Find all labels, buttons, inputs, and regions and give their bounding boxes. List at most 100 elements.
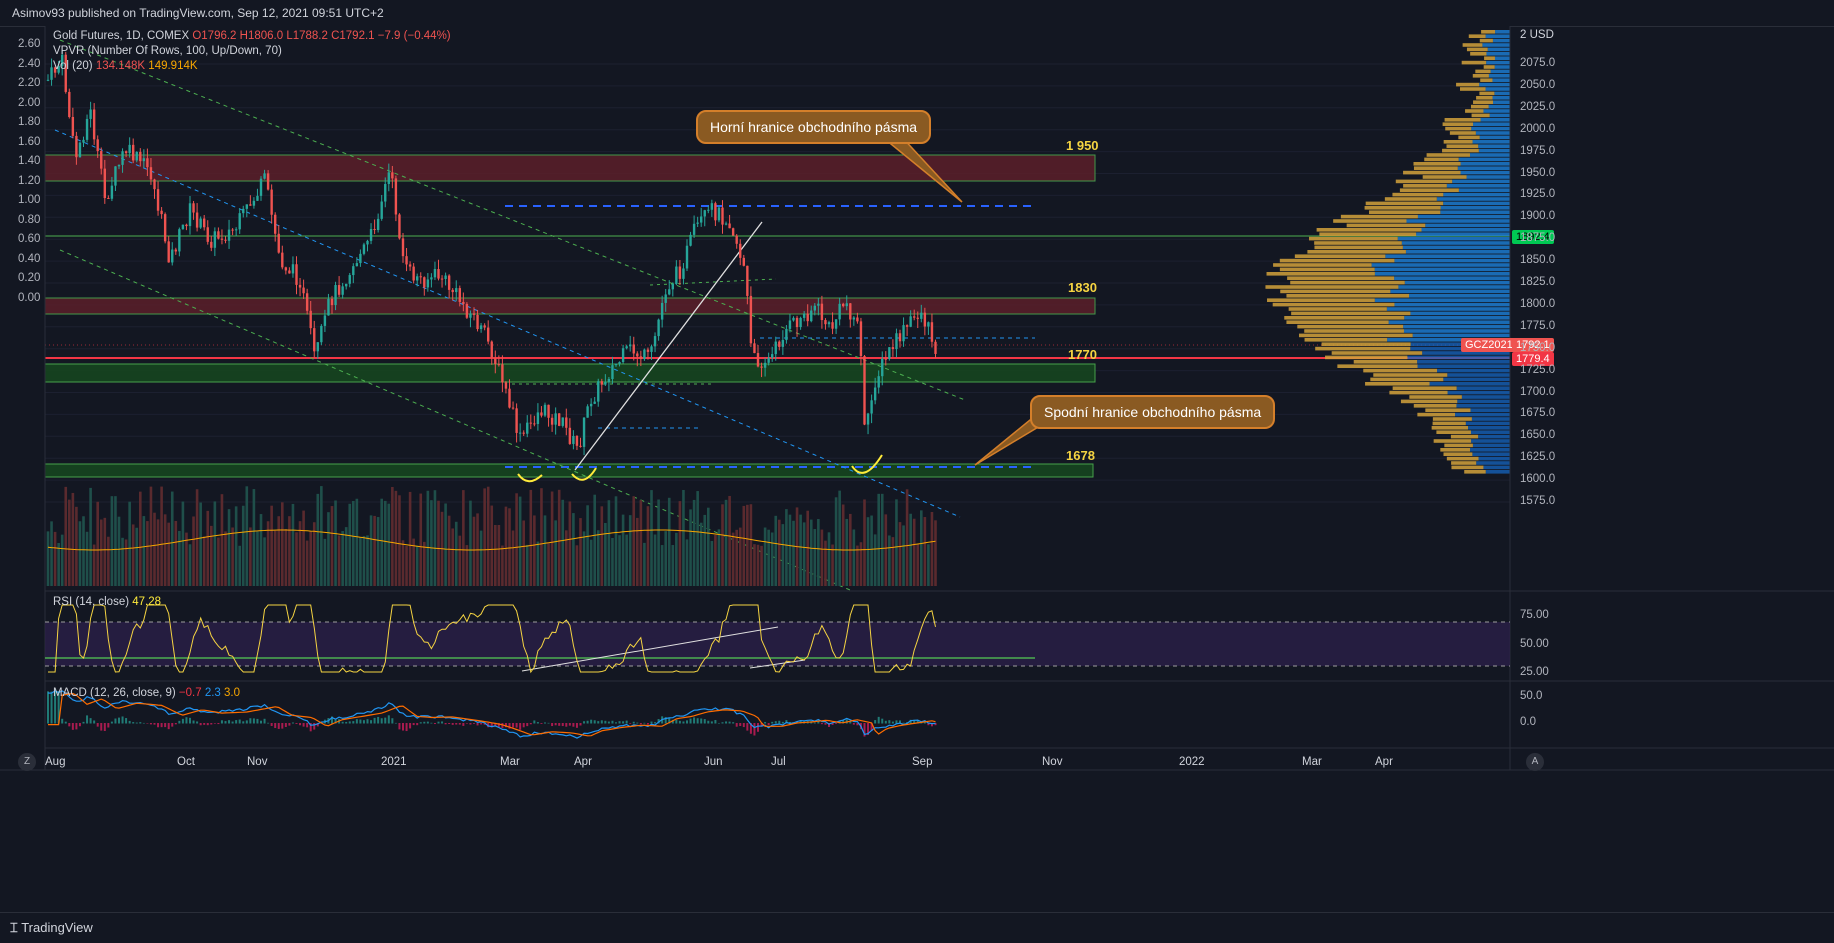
vpvr-down-row <box>1333 219 1407 223</box>
macd-hist-bar <box>270 723 273 726</box>
macd-hist-bar <box>281 723 284 729</box>
macd-hist-bar <box>664 717 667 724</box>
macd-hist-bar <box>583 721 586 724</box>
vpvr-down-row <box>1403 170 1461 175</box>
macd-hist-bar <box>728 721 731 724</box>
vpvr-up-row <box>1401 241 1510 245</box>
macd-legend: MACD (12, 26, close, 9) −0.7 2.3 3.0 <box>53 687 240 699</box>
candle-body <box>785 328 788 341</box>
price-axis-tick: 1700.0 <box>1520 385 1556 398</box>
volume-bar <box>99 519 103 586</box>
vpvr-down-row <box>1440 448 1471 452</box>
vpvr-up-row <box>1471 439 1510 443</box>
candle-body <box>547 404 550 418</box>
vpvr-up-row <box>1374 272 1510 276</box>
volume-bar <box>270 505 273 586</box>
last-price-tag: 1792.1 <box>1512 338 1554 352</box>
candle-body <box>462 301 465 304</box>
volume-bar <box>628 515 632 586</box>
candle-body <box>934 341 937 354</box>
candle-body <box>487 327 490 342</box>
volume-bar <box>738 527 742 586</box>
macd-hist-bar <box>536 722 539 724</box>
auto-scale-button[interactable]: A <box>1526 753 1544 771</box>
macd-hist-bar <box>611 720 614 724</box>
currency-label[interactable]: 2 USD <box>1520 29 1554 41</box>
macd-hist-bar <box>260 720 262 724</box>
vpvr-down-row <box>1392 386 1457 390</box>
macd-hist-bar <box>558 723 561 726</box>
vpvr-down-row <box>1304 338 1388 342</box>
volume-bar <box>295 532 298 586</box>
candle-body <box>316 342 319 352</box>
volume-bar <box>557 489 561 586</box>
candle-body <box>405 256 408 265</box>
vpvr-up-row <box>1436 197 1510 201</box>
volume-bar <box>508 508 511 586</box>
candle-body <box>817 303 820 306</box>
macd-hist-bar <box>512 723 515 728</box>
zoom-reset-button[interactable]: Z <box>18 753 36 771</box>
candle-body <box>739 243 742 258</box>
candle-body <box>174 249 177 252</box>
volume-bar <box>845 518 849 586</box>
vpvr-down-row <box>1353 360 1418 364</box>
channel-upper <box>59 39 966 401</box>
vpvr-up-row <box>1440 206 1510 210</box>
volume-bar <box>554 520 557 586</box>
candle-body <box>288 270 291 274</box>
candle-body <box>153 179 156 190</box>
vpvr-down-row <box>1417 412 1456 417</box>
macd-hist-bar <box>760 723 763 727</box>
candle-body <box>820 303 824 321</box>
vpvr-up-row <box>1492 38 1510 43</box>
volume-bar <box>348 503 352 586</box>
candle-body <box>114 166 117 186</box>
candle-body <box>607 378 611 382</box>
candle-body <box>341 286 344 295</box>
tradingview-brand[interactable]: ⌶ TradingView <box>10 920 93 936</box>
vpvr-up-row <box>1371 263 1510 267</box>
macd-hist-bar <box>299 723 302 726</box>
vpvr-down-row <box>1409 395 1462 399</box>
volume-bar <box>309 531 312 586</box>
macd-hist-bar <box>508 723 511 729</box>
macd-hist-bar <box>398 723 401 730</box>
candle-body <box>305 293 309 311</box>
volume-bar <box>731 532 735 586</box>
candle-body <box>53 67 57 73</box>
vpvr-up-row <box>1447 373 1510 377</box>
macd-hist-bar <box>757 723 759 732</box>
volume-bar <box>288 516 291 586</box>
vpvr-up-row <box>1407 355 1510 360</box>
volume-bar <box>543 515 547 586</box>
macd-hist-bar <box>86 715 89 724</box>
volume-bar <box>749 504 753 586</box>
volume-bar <box>266 521 270 586</box>
candle-body <box>877 376 880 388</box>
macd-hist-bar <box>192 720 195 724</box>
candle-body <box>327 298 330 316</box>
macd-hist-bar <box>458 723 461 725</box>
candle-body <box>64 54 67 92</box>
macd-hist-bar <box>923 721 926 724</box>
volume-bar <box>760 545 763 586</box>
macd-hist-bar <box>707 720 710 724</box>
macd-label: MACD (12, 26, close, 9) <box>53 687 176 699</box>
volume-bar <box>117 516 121 586</box>
candle-body <box>749 295 753 344</box>
macd-hist-bar <box>267 722 270 724</box>
volume-bar <box>511 530 515 586</box>
vpvr-up-row <box>1456 404 1510 408</box>
main-chart[interactable] <box>0 26 1834 912</box>
macd-hist-bar <box>313 723 316 730</box>
volume-bar <box>778 519 781 586</box>
vpvr-up-row <box>1440 210 1510 214</box>
vpvr-down-row <box>1297 324 1404 329</box>
candle-body <box>540 412 543 416</box>
macd-hist-bar <box>544 722 546 724</box>
macd-hist-bar <box>636 722 639 724</box>
candle-body <box>135 151 138 161</box>
vpvr-down-row <box>1288 307 1387 311</box>
price-axis-tick: 2050.0 <box>1520 78 1556 91</box>
